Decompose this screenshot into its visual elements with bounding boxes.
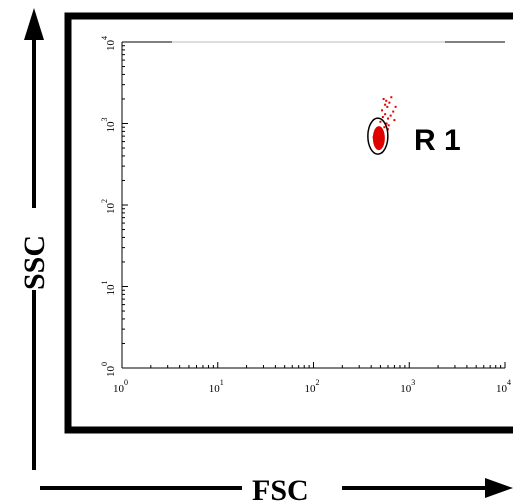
svg-text:4: 4 [507, 378, 511, 387]
scatter-point [381, 109, 384, 112]
scatter-point [384, 113, 387, 116]
gate-r1-label: R 1 [414, 124, 461, 157]
scatter-point [386, 105, 389, 108]
x-tick-label: 104 [496, 378, 511, 395]
svg-text:0: 0 [124, 378, 128, 387]
scatter-point [387, 128, 390, 131]
scatter-point [381, 116, 384, 119]
scatter-point [388, 101, 391, 104]
svg-text:3: 3 [411, 378, 415, 387]
x-tick-label: 101 [209, 378, 224, 395]
scatter-point [392, 110, 395, 113]
svg-text:10: 10 [105, 121, 117, 133]
svg-text:10: 10 [305, 383, 317, 395]
scatter-point [390, 96, 393, 99]
y-tick-label: 100 [100, 362, 117, 377]
svg-text:1: 1 [100, 281, 109, 285]
scatter-point [383, 126, 386, 129]
fsc-label-backdrop [242, 470, 342, 503]
svg-text:10: 10 [209, 383, 221, 395]
svg-text:2: 2 [316, 378, 320, 387]
svg-text:10: 10 [496, 383, 508, 395]
scatter-point [387, 124, 390, 127]
x-tick-label: 100 [113, 378, 128, 395]
scatter-point [384, 103, 387, 106]
y-tick-label: 101 [100, 281, 117, 296]
svg-text:1: 1 [220, 378, 224, 387]
x-tick-label: 102 [305, 378, 320, 395]
svg-text:10: 10 [113, 383, 125, 395]
ssc-label-backdrop [18, 208, 50, 290]
scatter-point [389, 114, 392, 117]
scatter-point [393, 119, 396, 122]
x-axis-label: FSC [252, 474, 309, 503]
scatter-point [387, 117, 390, 120]
y-tick-label: 104 [100, 36, 117, 51]
y-axis-label: SSC [18, 235, 51, 290]
y-tick-label: 102 [100, 199, 117, 214]
scatter-point [382, 97, 385, 100]
y-tick-label: 103 [100, 118, 117, 133]
gate-r1-ellipse [367, 117, 389, 155]
scatter-point [385, 122, 388, 125]
svg-text:10: 10 [105, 284, 117, 296]
svg-text:10: 10 [400, 383, 412, 395]
axis-ticks [121, 41, 506, 369]
svg-text:10: 10 [105, 203, 117, 215]
svg-text:3: 3 [100, 118, 109, 122]
dense-population [372, 126, 385, 151]
svg-text:10: 10 [105, 40, 117, 52]
svg-text:4: 4 [100, 36, 109, 40]
scatter-point [379, 120, 382, 123]
scatter-point [385, 99, 388, 102]
outer-frame [64, 12, 513, 434]
svg-text:0: 0 [100, 362, 109, 366]
svg-text:10: 10 [105, 366, 117, 378]
data-points [372, 96, 397, 151]
svg-text:2: 2 [100, 199, 109, 203]
x-tick-label: 103 [400, 378, 415, 395]
scatter-point [394, 105, 397, 108]
plot-area-border [121, 41, 505, 369]
